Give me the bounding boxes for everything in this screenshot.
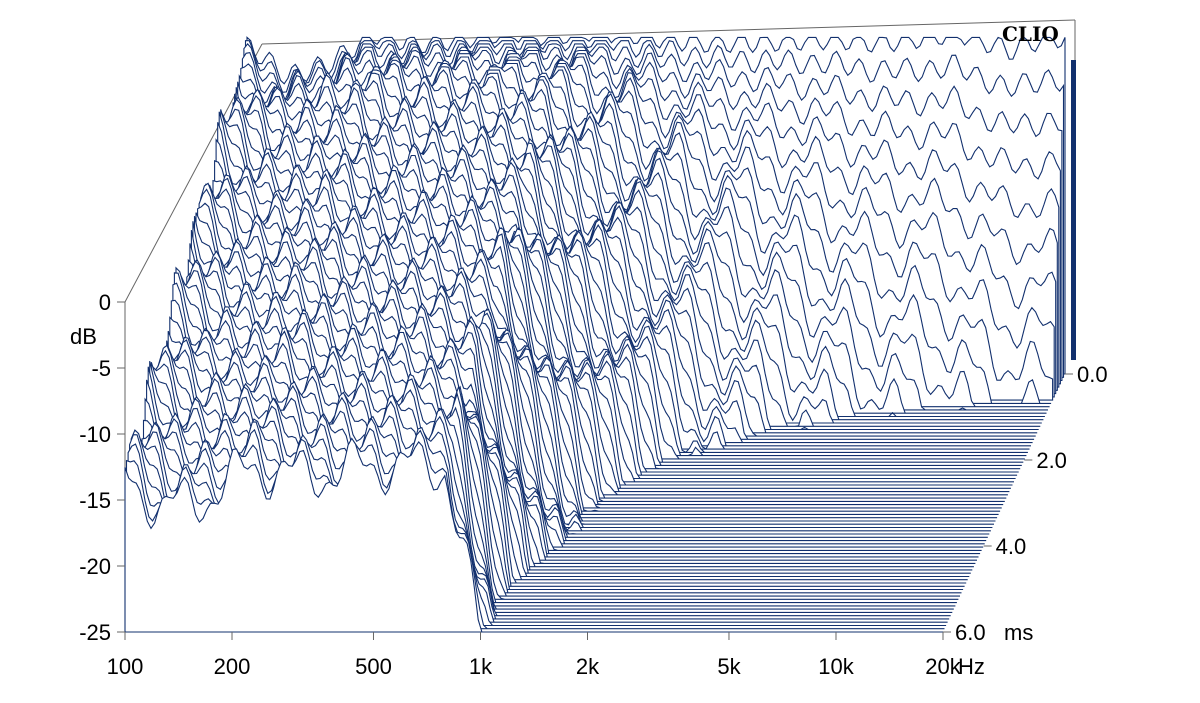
x-tick-label: 5k (717, 654, 741, 679)
y-tick-label: -5 (91, 356, 111, 381)
x-tick-label: 1k (469, 654, 493, 679)
y-axis-ticks: 0 -5 -10 -15 -20 -25 (79, 290, 125, 645)
clio-watermark: CLIO (1002, 22, 1059, 46)
decay-slice (124, 437, 943, 633)
x-tick-label: 200 (214, 654, 251, 679)
x-axis-label: Hz (958, 654, 985, 679)
back-edge-bar (1071, 60, 1076, 360)
top-back-edge (261, 19, 1076, 45)
x-tick-label: 10k (818, 654, 854, 679)
z-axis-label: ms (1004, 620, 1033, 645)
z-tick-label: 4.0 (996, 534, 1027, 559)
x-tick-label: 100 (107, 654, 144, 679)
x-tick-label: 500 (355, 654, 392, 679)
y-axis-label: dB (70, 324, 97, 349)
x-tick-label: 20k (925, 654, 961, 679)
x-tick-label: 2k (576, 654, 600, 679)
y-tick-label: -20 (79, 554, 111, 579)
waterfall-slices (124, 36, 1076, 633)
y-tick-label: -25 (79, 620, 111, 645)
x-axis-ticks: 100 200 500 1k 2k 5k 10k 20k (107, 632, 962, 679)
z-tick-label: 2.0 (1036, 448, 1067, 473)
z-axis-ticks: 0.0 2.0 4.0 6.0 (943, 362, 1108, 645)
y-tick-label: -10 (79, 422, 111, 447)
z-tick-label: 6.0 (955, 620, 986, 645)
y-tick-label: 0 (99, 290, 111, 315)
y-tick-label: -15 (79, 488, 111, 513)
z-tick-label: 0.0 (1077, 362, 1108, 387)
